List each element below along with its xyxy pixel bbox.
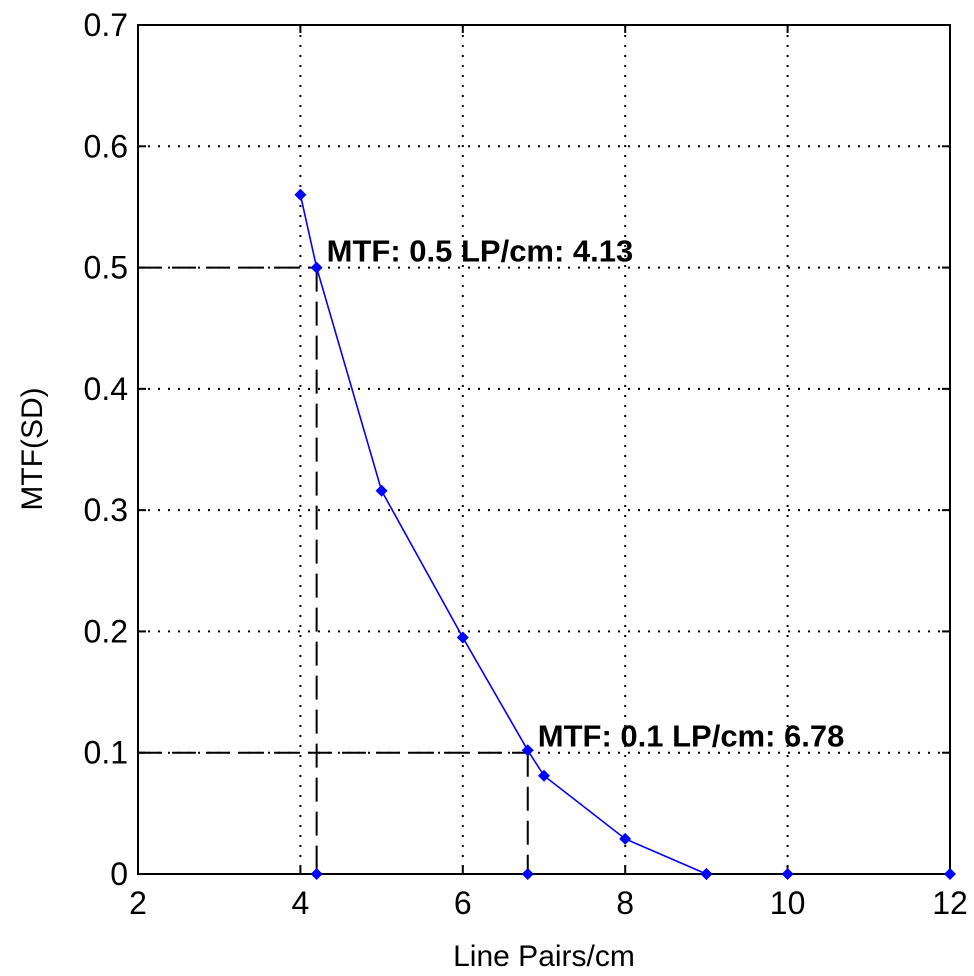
baseline-marker [700,868,713,880]
plot-background [138,25,950,874]
x-tick-label: 2 [129,885,147,921]
data-point [294,188,307,201]
y-tick-label: 0.6 [84,128,128,164]
axis-ticks: 2 4 6 8 10 12 0 0.1 0.2 0.3 0.4 0.5 0.6 0.7 [84,7,968,921]
y-tick-label: 0.1 [84,735,128,771]
y-tick-label: 0 [110,856,128,892]
x-tick-label: 6 [454,885,472,921]
mtf-annotation: MTF: 0.1 LP/cm: 6.78 [538,719,845,754]
plot-frame [137,24,951,875]
reference-lines [138,266,529,874]
y-tick-label: 0.5 [84,250,128,286]
x-tick-label: 10 [770,885,806,921]
baseline-marker [521,868,534,880]
y-tick-label: 0.2 [84,613,128,649]
data-point [538,769,550,782]
data-point [456,631,469,644]
y-tick-label: 0.7 [84,7,128,43]
data-point [310,261,323,274]
data-series [294,188,956,880]
y-tick-label: 0.4 [84,371,128,407]
x-axis-title: Line Pairs/cm [453,940,635,973]
grid [138,25,950,874]
baseline-marker [310,868,323,880]
data-point [619,832,632,845]
series-line [299,194,707,875]
mtf-annotation: MTF: 0.5 LP/cm: 4.13 [327,234,634,269]
data-point [521,744,534,757]
y-tick-label: 0.3 [84,492,128,528]
baseline-marker [944,868,956,880]
x-tick-label: 8 [616,885,634,921]
x-tick-label: 12 [932,885,968,921]
annotations: MTF: 0.5 LP/cm: 4.13 MTF: 0.1 LP/cm: 6.78 [327,234,845,754]
x-tick-label: 4 [292,885,310,921]
baseline-marker [781,868,794,880]
data-point [375,484,388,497]
y-axis-title: MTF(SD) [16,387,49,510]
